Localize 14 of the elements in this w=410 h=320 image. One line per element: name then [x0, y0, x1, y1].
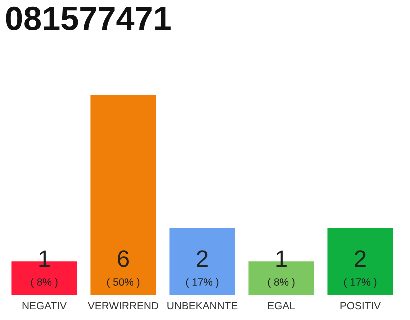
- chart-title: 081577471: [6, 6, 171, 30]
- x-tick-label: UNBEKANNTE: [168, 302, 238, 310]
- annotation: ( 17% ): [186, 278, 219, 288]
- annotation: ( 17% ): [344, 278, 377, 288]
- annotation: ( 8% ): [268, 278, 295, 288]
- data-label: 2: [197, 250, 208, 268]
- x-tick-label: POSITIV: [340, 302, 382, 310]
- x-tick-label: NEGATIV: [22, 302, 67, 310]
- annotation: ( 8% ): [31, 278, 58, 288]
- data-label: 2: [355, 250, 366, 268]
- annotation: ( 50% ): [107, 278, 140, 288]
- data-label: 6: [118, 250, 130, 268]
- x-tick-label: EGAL: [268, 302, 296, 310]
- x-tick-label: VERWIRREND: [88, 302, 158, 310]
